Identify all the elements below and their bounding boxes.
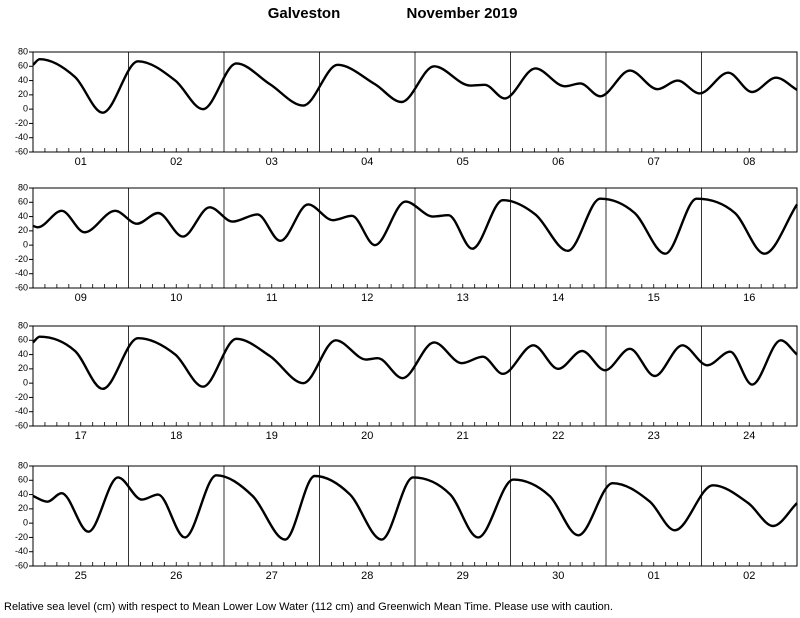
day-label: 21 <box>457 430 469 442</box>
y-tick-label: 0 <box>23 240 28 250</box>
y-tick-label: -20 <box>15 118 28 128</box>
y-tick-label: -20 <box>15 254 28 264</box>
y-tick-label: 0 <box>23 378 28 388</box>
y-tick-label: 40 <box>18 349 28 359</box>
y-tick-label: 20 <box>18 225 28 235</box>
day-label: 05 <box>457 156 469 168</box>
y-tick-label: -40 <box>15 268 28 278</box>
panel-frame <box>32 51 798 153</box>
tide-line <box>32 335 798 391</box>
panel-frame <box>32 187 798 289</box>
panel-frame <box>32 325 798 427</box>
y-tick-label: -60 <box>15 146 28 156</box>
y-tick-label: 60 <box>18 335 28 345</box>
y-tick-label: -60 <box>15 282 28 292</box>
day-label: 01 <box>75 156 87 168</box>
day-label: 30 <box>552 570 564 582</box>
day-label: 02 <box>170 156 182 168</box>
day-label: 01 <box>648 570 660 582</box>
y-tick-label: 80 <box>18 46 28 56</box>
y-tick-label: 20 <box>18 363 28 373</box>
y-tick-label: 40 <box>18 211 28 221</box>
tide-line <box>32 57 798 114</box>
chart-subtitle: November 2019 <box>407 5 518 22</box>
y-tick-label: -20 <box>15 392 28 402</box>
day-label: 12 <box>361 292 373 304</box>
y-tick-label: 60 <box>18 475 28 485</box>
day-label: 18 <box>170 430 182 442</box>
day-label: 02 <box>743 570 755 582</box>
y-tick-label: -40 <box>15 406 28 416</box>
day-label: 17 <box>75 430 87 442</box>
day-label: 06 <box>552 156 564 168</box>
day-label: 26 <box>170 570 182 582</box>
y-tick-label: -60 <box>15 420 28 430</box>
y-tick-label: 80 <box>18 320 28 330</box>
panel-frame <box>32 465 798 567</box>
day-label: 14 <box>552 292 564 304</box>
y-tick-label: 60 <box>18 197 28 207</box>
y-tick-label: -40 <box>15 546 28 556</box>
day-label: 27 <box>266 570 278 582</box>
day-label: 23 <box>648 430 660 442</box>
y-tick-label: -60 <box>15 560 28 570</box>
day-label: 13 <box>457 292 469 304</box>
chart-title: Galveston <box>268 5 341 22</box>
day-label: 04 <box>361 156 373 168</box>
y-tick-label: 40 <box>18 75 28 85</box>
y-tick-label: 60 <box>18 61 28 71</box>
day-label: 03 <box>266 156 278 168</box>
day-label: 22 <box>552 430 564 442</box>
day-label: 15 <box>648 292 660 304</box>
day-label: 19 <box>266 430 278 442</box>
day-label: 20 <box>361 430 373 442</box>
day-label: 29 <box>457 570 469 582</box>
y-tick-label: 80 <box>18 460 28 470</box>
day-label: 07 <box>648 156 660 168</box>
y-tick-label: 0 <box>23 104 28 114</box>
tide-line <box>32 474 798 541</box>
y-tick-label: 80 <box>18 182 28 192</box>
day-label: 16 <box>743 292 755 304</box>
y-tick-label: -20 <box>15 532 28 542</box>
tide-line <box>32 197 799 255</box>
y-tick-label: 40 <box>18 489 28 499</box>
day-label: 24 <box>743 430 755 442</box>
day-label: 09 <box>75 292 87 304</box>
day-label: 11 <box>266 292 277 304</box>
day-label: 08 <box>743 156 755 168</box>
y-tick-label: 20 <box>18 503 28 513</box>
y-tick-label: 0 <box>23 518 28 528</box>
y-tick-label: 20 <box>18 89 28 99</box>
day-label: 25 <box>75 570 87 582</box>
day-label: 10 <box>170 292 182 304</box>
y-tick-label: -40 <box>15 132 28 142</box>
day-label: 28 <box>361 570 373 582</box>
footnote: Relative sea level (cm) with respect to … <box>4 601 613 613</box>
